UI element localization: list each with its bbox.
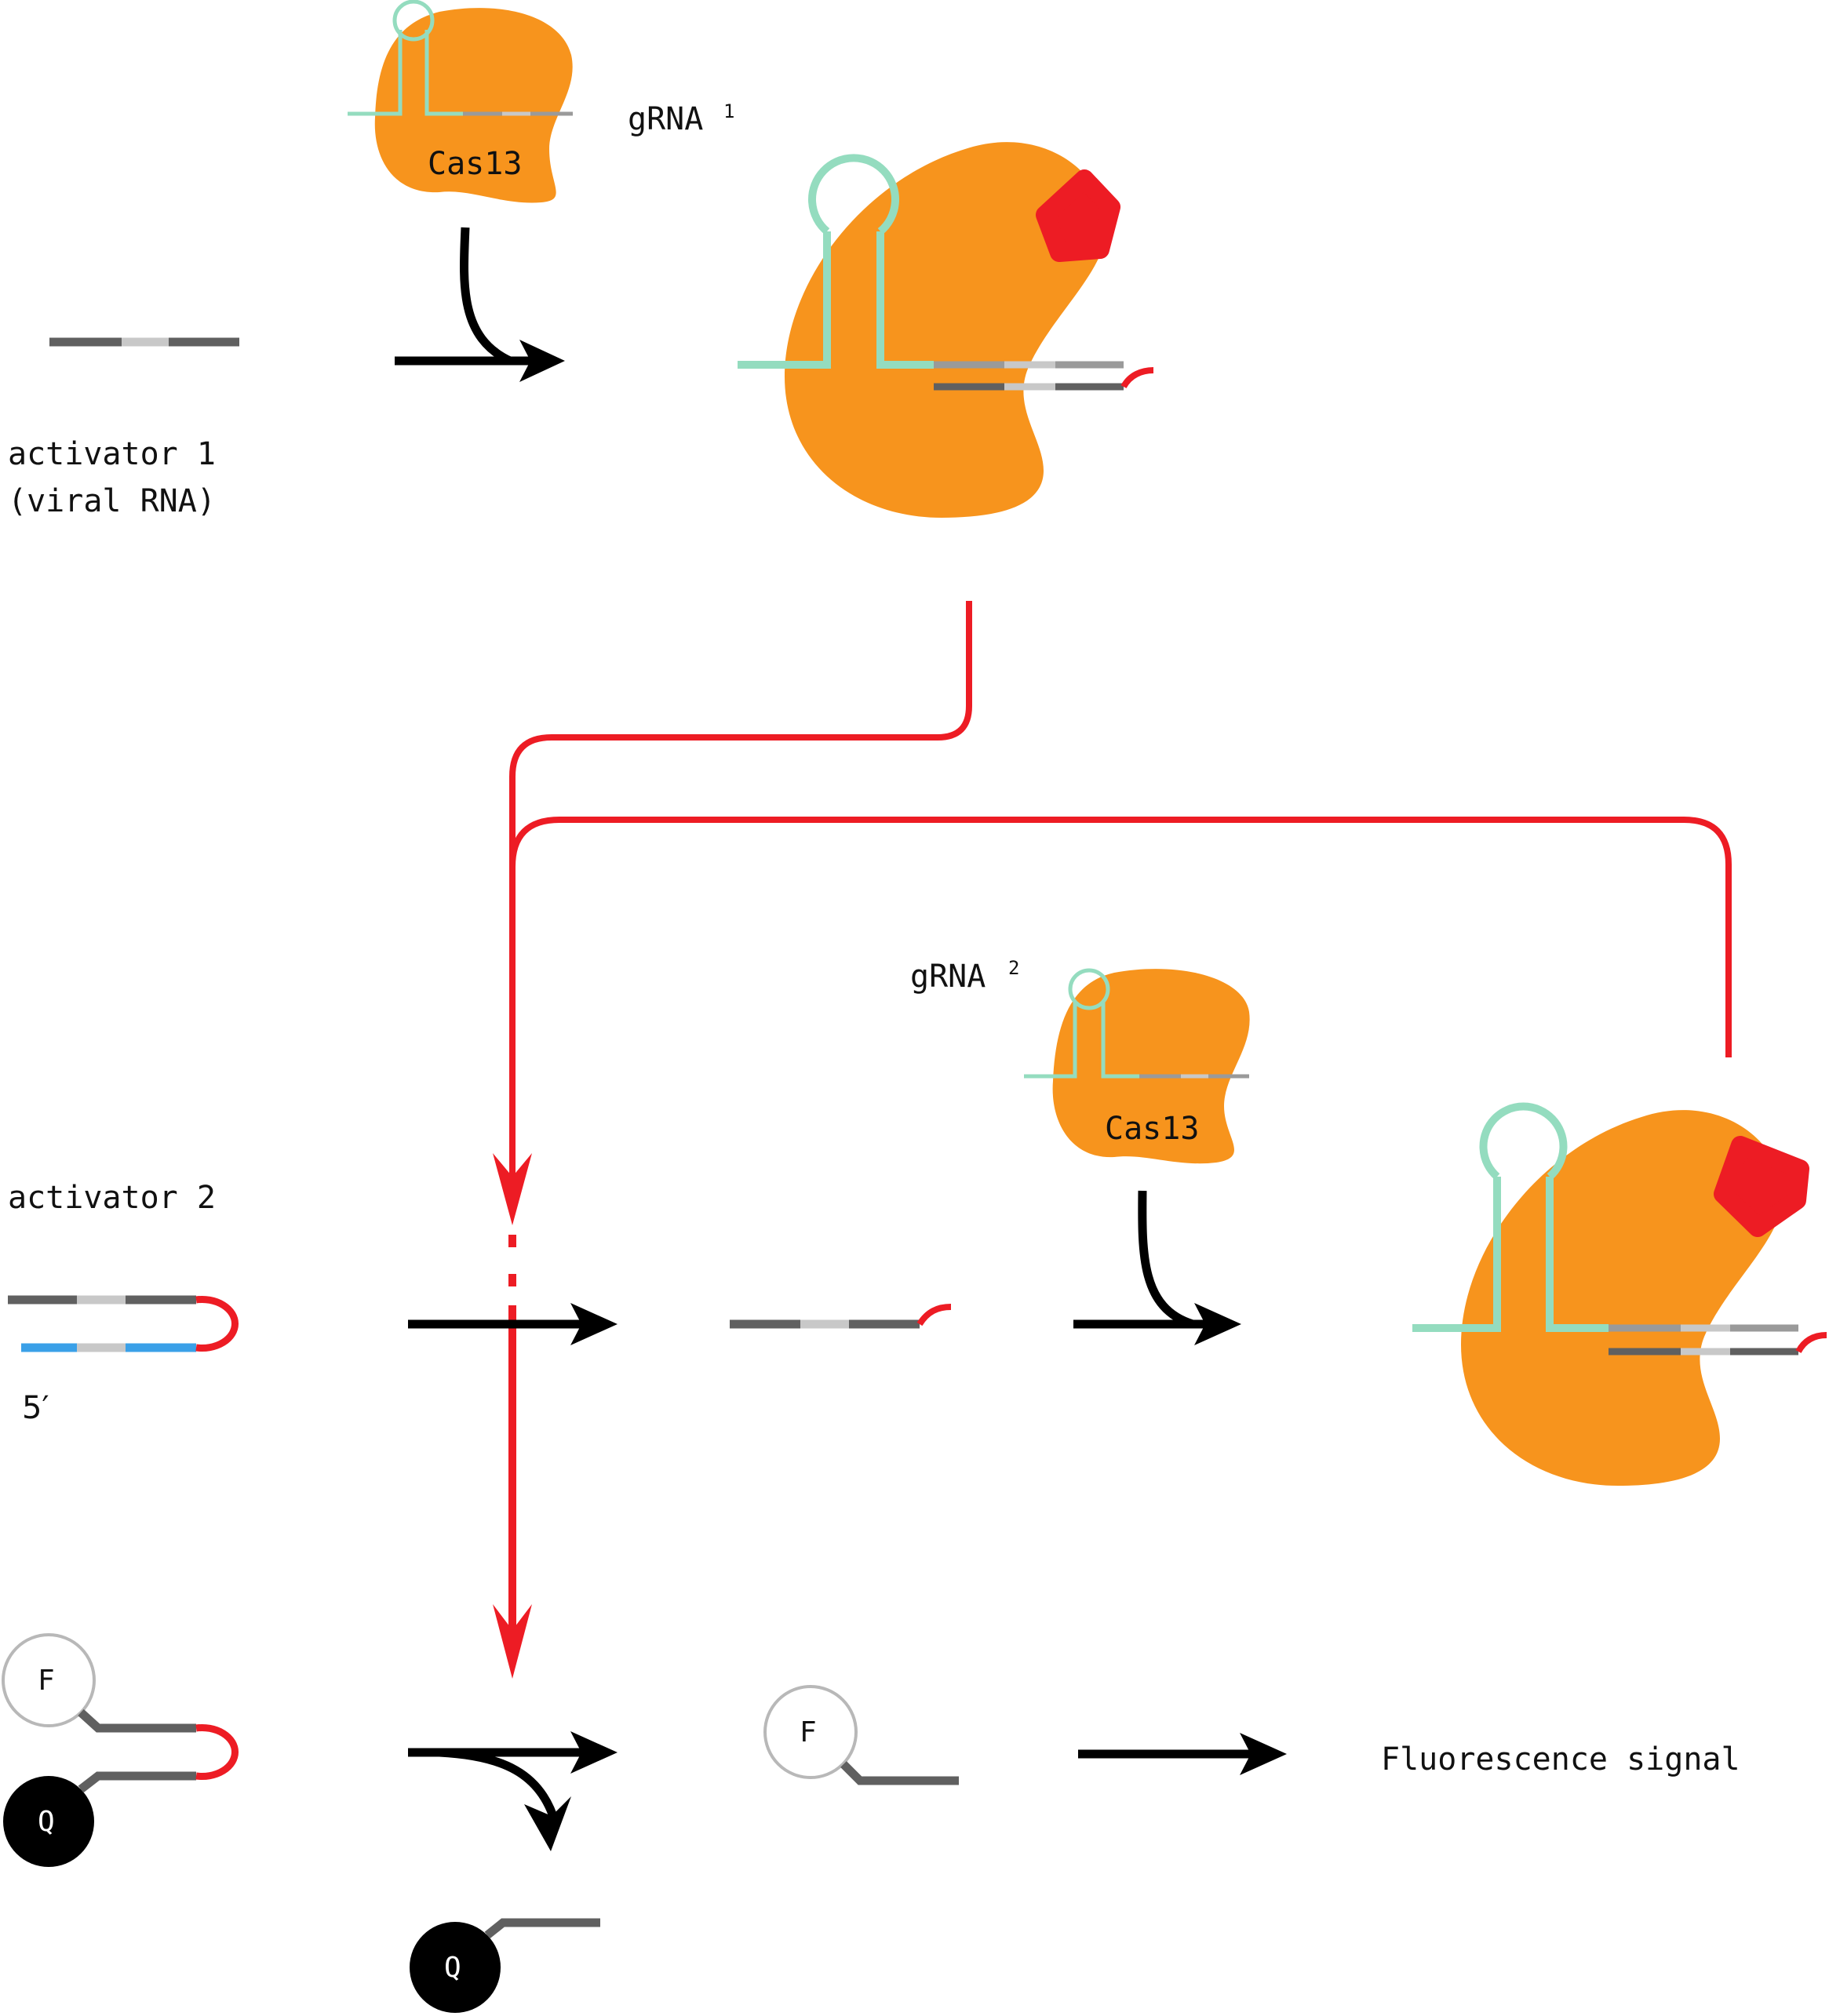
red-overhang-cleaved (916, 1304, 952, 1326)
grna2-superscript: 2 (1008, 957, 1019, 979)
activator2-hairpin (8, 1295, 239, 1352)
fluorophore-letter: F (38, 1665, 55, 1697)
arrowhead-right-icon (1240, 1733, 1287, 1775)
red-cascade-lines (508, 601, 1732, 1632)
fluorophore-letter-2: F (800, 1716, 817, 1749)
cas13-label-top: Cas13 (428, 146, 522, 182)
arrowhead-right-icon (570, 1731, 618, 1774)
cleaved-activator2 (730, 1304, 952, 1329)
activator2-red-loop (195, 1296, 239, 1352)
binding-arrow-1 (395, 227, 565, 382)
five-prime-label: 5′ (22, 1390, 49, 1426)
grna2-hairpin (1024, 968, 1139, 1079)
fq-reporter: F Q (2, 1633, 239, 1867)
arrowhead-down-icon (524, 1796, 571, 1851)
red-arrowhead-down-icon (493, 1153, 532, 1225)
activated-cas13-complex-1 (738, 142, 1154, 519)
cas13-protein-top (374, 8, 573, 203)
cleavage-arrow (408, 1303, 618, 1345)
activator1-label: activator 1 (8, 436, 216, 472)
quencher-letter: Q (38, 1806, 55, 1838)
red-overhang-1 (1120, 367, 1154, 389)
quencher-circle (3, 1776, 94, 1867)
grna1-label: gRNA (628, 101, 703, 137)
grna2-hairpin-bound (1412, 1102, 1609, 1332)
activated-cas13-complex-2 (1412, 1102, 1827, 1486)
split-arrow (408, 1731, 618, 1851)
arrowhead-right-icon (570, 1303, 618, 1345)
red-star-blob-icon-2 (1714, 1136, 1809, 1237)
cas13-grna1-complex: Cas13 (348, 0, 573, 203)
red-star-blob-icon (1036, 169, 1120, 262)
activator1-sublabel: (viral RNA) (8, 483, 216, 519)
grna2-label: gRNA (910, 959, 986, 995)
red-overhang-2 (1795, 1332, 1827, 1354)
arrowhead-right-icon (1194, 1303, 1241, 1345)
quencher-letter-2: Q (444, 1952, 461, 1984)
grna1-hairpin (348, 0, 463, 116)
signal-arrow (1078, 1733, 1287, 1775)
red-arrowhead-down-icon-2 (493, 1604, 532, 1679)
grna1-hairpin-bound (738, 154, 934, 369)
activator2-label: activator 2 (8, 1180, 216, 1216)
cas13-grna2-complex: Cas13 (1024, 968, 1250, 1164)
reporter-red-loop (195, 1724, 239, 1780)
binding-arrow-2 (1073, 1190, 1241, 1345)
fluorophore-circle (2, 1633, 96, 1727)
cas13-label-mid: Cas13 (1105, 1111, 1199, 1147)
arrowhead-right-icon (519, 340, 565, 382)
fluorescence-signal-label: Fluorescence signal (1381, 1741, 1740, 1778)
released-quencher: Q (410, 1918, 600, 2013)
grna1-superscript: 1 (723, 100, 734, 122)
released-fluorophore: F (763, 1685, 959, 1785)
